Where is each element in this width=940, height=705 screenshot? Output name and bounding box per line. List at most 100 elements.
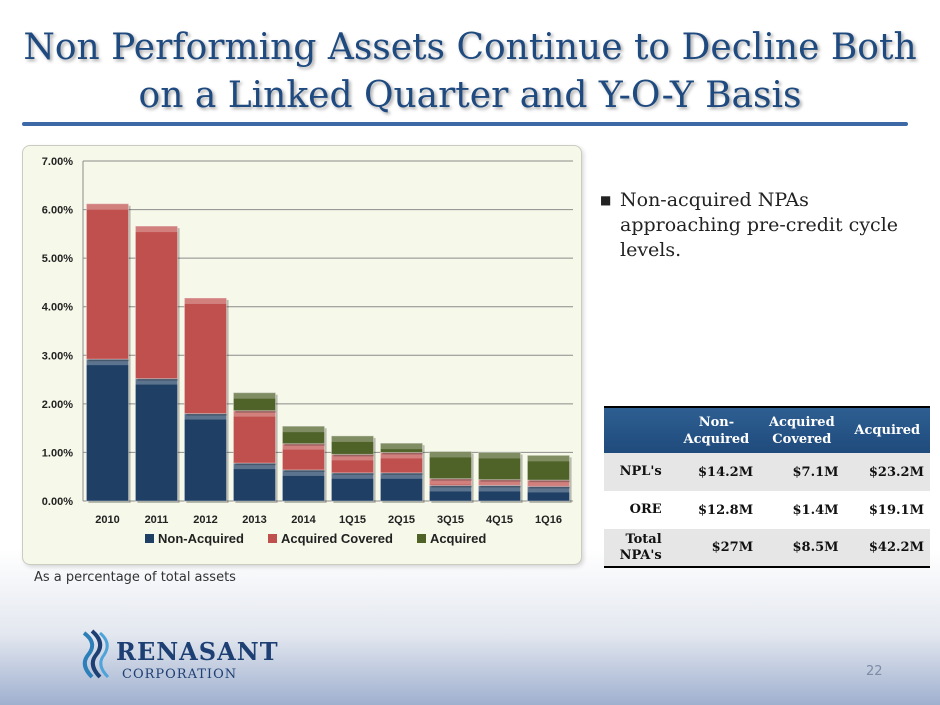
y-tick-label: 1.00% (42, 447, 73, 459)
y-tick-label: 0.00% (42, 496, 73, 508)
bar-segment (183, 297, 228, 415)
bar-highlight (282, 443, 325, 450)
table-cell: $14.2M (673, 453, 760, 491)
bar-highlight (282, 426, 325, 433)
bar-highlight (86, 359, 129, 366)
bar-segment (183, 413, 228, 502)
y-tick-label: 6.00% (42, 205, 73, 217)
bar-segment (85, 358, 130, 502)
y-tick-label: 2.00% (42, 399, 73, 411)
x-tick-label: 2Q15 (388, 514, 415, 526)
bar-segment (134, 378, 179, 502)
y-tick-label: 4.00% (42, 302, 73, 314)
bar-highlight (331, 472, 374, 479)
bar-segment (85, 203, 130, 360)
legend-swatch-non-acquired (145, 534, 154, 543)
row-label-total: Total NPA's (604, 529, 674, 568)
bar-highlight (86, 203, 129, 210)
title-line-2: on a Linked Quarter and Y-O-Y Basis (138, 75, 802, 116)
bar-segment (526, 454, 571, 481)
bar-segment (281, 469, 326, 502)
bar-highlight (478, 479, 521, 486)
y-tick-label: 5.00% (42, 253, 73, 265)
bar-highlight (429, 478, 472, 485)
legend-item-acquired-covered: Acquired Covered (267, 531, 393, 546)
x-tick-label: 2010 (95, 514, 119, 526)
bar-highlight (135, 226, 178, 233)
bar-segment (428, 484, 473, 502)
bar-highlight (380, 452, 423, 459)
bar-highlight (380, 443, 423, 450)
y-tick-label: 3.00% (42, 350, 73, 362)
legend-label-non-acquired: Non-Acquired (158, 531, 244, 546)
bar-highlight (380, 472, 423, 479)
x-tick-label: 2012 (193, 514, 217, 526)
bar-highlight (478, 485, 521, 492)
logo-mark-icon (82, 629, 110, 679)
table-cell: $19.1M (868, 502, 924, 518)
bar-highlight (233, 392, 276, 399)
page-number: 22 (866, 664, 883, 679)
npa-table: Non- Acquired Acquired Covered Acquired NP… (604, 406, 930, 568)
legend-label-acquired: Acquired (429, 531, 487, 546)
bar-segment (232, 392, 277, 412)
bar-segment (281, 425, 326, 445)
legend-item-acquired: Acquired (416, 531, 487, 546)
logo-subtitle: CORPORATION (122, 667, 238, 682)
table-row: ORE $12.8M $1.4M $19.1M (604, 491, 930, 529)
table-cell: $42.2M (844, 529, 930, 568)
bar-highlight (184, 413, 227, 420)
logo-name: RENASANT (116, 637, 279, 666)
bar-highlight (135, 378, 178, 385)
table-cell: $27M (673, 529, 760, 568)
company-logo: RENASANT CORPORATION (78, 627, 278, 687)
bar-segment (379, 472, 424, 502)
x-tick-label: 1Q16 (535, 514, 562, 526)
table-cell: $7.1M (759, 453, 845, 491)
x-tick-label: 3Q15 (437, 514, 464, 526)
bar-highlight (282, 469, 325, 476)
bar-highlight (184, 297, 227, 304)
bullet-text: Non-acquired NPAs approaching pre-credit… (620, 189, 899, 261)
row-label: NPL's (604, 453, 674, 491)
title-divider (22, 122, 908, 126)
bar-highlight (331, 435, 374, 442)
table-header-acquired-covered: Acquired Covered (759, 406, 845, 453)
chart-legend: Non-Acquired Acquired Covered Acquired (145, 531, 486, 546)
bar-highlight (527, 486, 570, 493)
bar-highlight (233, 463, 276, 470)
bar-segment (330, 472, 375, 502)
table-cell: $23.2M (844, 453, 930, 491)
bar-highlight (331, 454, 374, 461)
title-line-1: Non Performing Assets Continue to Declin… (23, 27, 917, 68)
x-tick-label: 2013 (242, 514, 266, 526)
table-row: NPL's $14.2M $7.1M $23.2M (604, 453, 930, 491)
legend-label-acquired-covered: Acquired Covered (280, 531, 393, 546)
bar-segment (134, 225, 179, 380)
legend-item-non-acquired: Non-Acquired (145, 531, 244, 546)
table-header-empty (604, 406, 674, 453)
table-cell: $1.4M (792, 502, 839, 518)
x-tick-label: 1Q15 (339, 514, 366, 526)
npa-chart: 0.00% 1.00% 2.00% 3.00% 4.00% 5.00% 6.00% 7.00%… (22, 145, 582, 565)
x-tick-label: 2011 (145, 514, 169, 526)
bullet-square-icon: ■ (600, 193, 612, 207)
bar-highlight (429, 451, 472, 458)
table-row: Total NPA's $27M $8.5M $42.2M (604, 529, 930, 568)
bar-segment (477, 451, 522, 481)
x-tick-label: 4Q15 (486, 514, 513, 526)
bar-highlight (527, 480, 570, 487)
table-cell: $8.5M (759, 529, 845, 568)
table-header-non-acquired: Non- Acquired (673, 406, 760, 453)
bar-segment (379, 442, 424, 453)
bar-segment (232, 410, 277, 464)
legend-swatch-acquired (416, 534, 426, 543)
table-header-row: Non- Acquired Acquired Covered Acquired (604, 406, 930, 453)
bar-highlight (478, 452, 521, 459)
chart-canvas: 0.00% 1.00% 2.00% 3.00% 4.00% 5.00% 6.00% 7.00%… (42, 156, 573, 526)
table-cell: $12.8M (698, 502, 754, 518)
bar-highlight (233, 410, 276, 417)
y-tick-label: 7.00% (42, 156, 73, 168)
chart-footnote: As a percentage of total assets (34, 570, 236, 585)
x-tick-label: 2014 (291, 514, 316, 526)
